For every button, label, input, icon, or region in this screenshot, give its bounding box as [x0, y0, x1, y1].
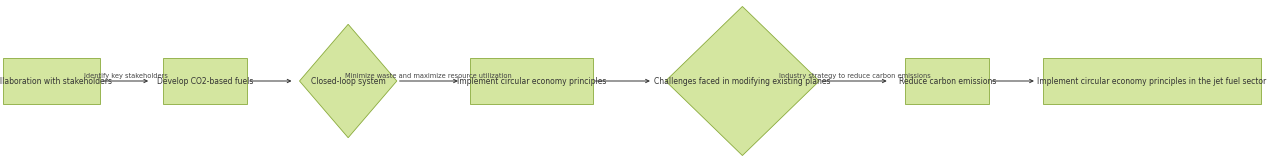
Polygon shape [300, 24, 397, 138]
Text: Minimize waste and maximize resource utilization: Minimize waste and maximize resource uti… [346, 73, 512, 79]
Text: Identify key stakeholders: Identify key stakeholders [83, 73, 168, 79]
Text: Reduce carbon emissions: Reduce carbon emissions [899, 76, 996, 86]
Polygon shape [666, 6, 819, 156]
Text: Collaboration with stakeholders: Collaboration with stakeholders [0, 76, 113, 86]
Text: Develop CO2-based fuels: Develop CO2-based fuels [156, 76, 253, 86]
Text: Implement circular economy principles in the jet fuel sector: Implement circular economy principles in… [1037, 76, 1267, 86]
FancyBboxPatch shape [163, 58, 247, 104]
Text: Industry strategy to reduce carbon emissions: Industry strategy to reduce carbon emiss… [778, 73, 931, 79]
FancyBboxPatch shape [470, 58, 593, 104]
FancyBboxPatch shape [905, 58, 989, 104]
Text: Closed-loop system: Closed-loop system [311, 76, 385, 86]
FancyBboxPatch shape [3, 58, 100, 104]
FancyBboxPatch shape [1043, 58, 1261, 104]
Text: Challenges faced in modifying existing planes: Challenges faced in modifying existing p… [654, 76, 831, 86]
Text: Implement circular economy principles: Implement circular economy principles [457, 76, 605, 86]
